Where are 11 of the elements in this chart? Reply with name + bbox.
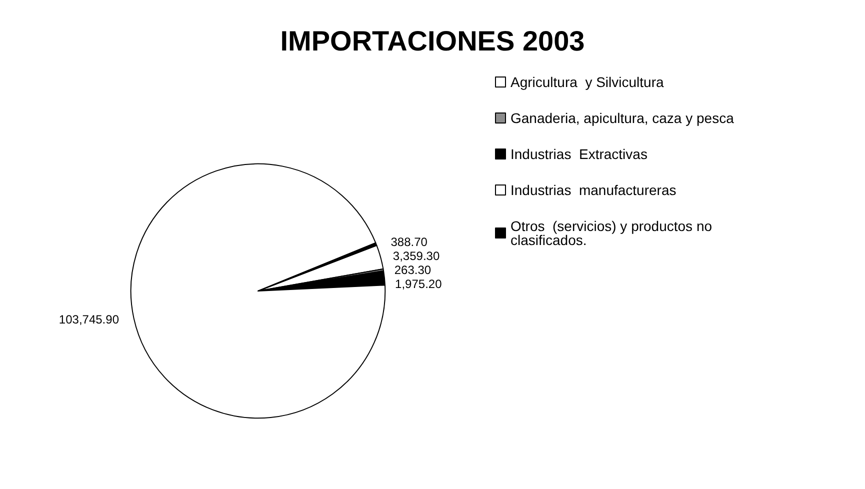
data-label: 1,975.20 [395,276,442,291]
data-label: 388.70 [390,234,428,249]
legend-label: Industrias Extractivas [510,146,648,162]
data-label: 3,359.30 [392,248,440,263]
chart-title: IMPORTACIONES 2003 [280,26,585,56]
legend-label: Agricultura y Silvicultura [510,74,664,90]
data-label: 103,745.90 [58,312,120,327]
data-label: 263.30 [394,262,432,277]
legend-label: Ganaderia, apicultura, caza y pesca [510,110,734,126]
legend-label: Industrias manufactureras [510,182,676,198]
legend-label: Otros (servicios) y productos no clasificados. [510,218,716,248]
